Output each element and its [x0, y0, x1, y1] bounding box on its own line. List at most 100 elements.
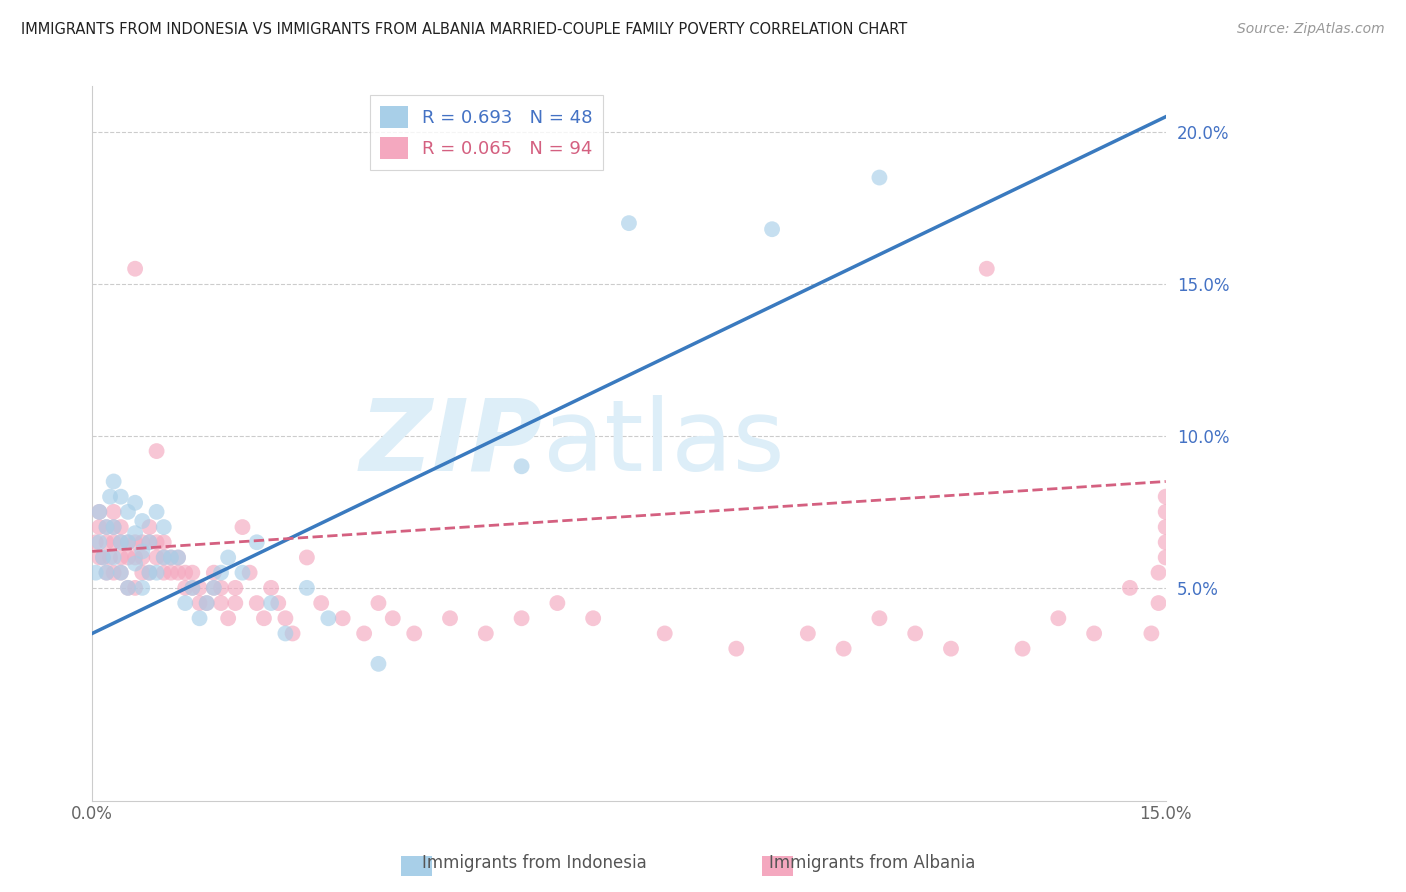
Point: [89, 535, 111, 549]
Point: [1147, 596, 1170, 610]
Point: [939, 641, 962, 656]
Point: [160, 550, 183, 565]
Point: [152, 566, 174, 580]
Point: [246, 535, 269, 549]
Point: [281, 626, 304, 640]
Point: [124, 550, 146, 565]
Point: [96, 566, 118, 580]
Point: [1154, 490, 1177, 504]
Point: [1154, 550, 1177, 565]
Point: [546, 596, 568, 610]
Point: [131, 550, 153, 565]
Text: Immigrants from Albania: Immigrants from Albania: [769, 855, 974, 872]
Point: [103, 520, 125, 534]
Point: [160, 566, 183, 580]
Point: [1083, 626, 1105, 640]
Point: [117, 505, 139, 519]
Point: [224, 596, 246, 610]
Point: [103, 475, 125, 489]
Point: [103, 535, 125, 549]
Point: [1154, 520, 1177, 534]
Point: [89, 505, 111, 519]
Point: [84, 566, 107, 580]
Point: [309, 596, 332, 610]
Point: [181, 581, 204, 595]
Point: [110, 535, 132, 549]
Point: [145, 444, 167, 458]
Point: [209, 566, 232, 580]
Point: [124, 535, 146, 549]
Text: Source: ZipAtlas.com: Source: ZipAtlas.com: [1237, 22, 1385, 37]
Point: [181, 581, 204, 595]
Point: [96, 520, 118, 534]
Point: [725, 641, 748, 656]
Point: [1047, 611, 1070, 625]
Point: [295, 550, 318, 565]
Text: IMMIGRANTS FROM INDONESIA VS IMMIGRANTS FROM ALBANIA MARRIED-COUPLE FAMILY POVER: IMMIGRANTS FROM INDONESIA VS IMMIGRANTS …: [21, 22, 907, 37]
Point: [260, 581, 283, 595]
Point: [510, 459, 533, 474]
Point: [110, 490, 132, 504]
Point: [195, 596, 218, 610]
Point: [439, 611, 461, 625]
Point: [152, 550, 174, 565]
Point: [332, 611, 354, 625]
Point: [117, 581, 139, 595]
Point: [253, 611, 276, 625]
Point: [188, 611, 211, 625]
Point: [152, 520, 174, 534]
Point: [103, 505, 125, 519]
Point: [224, 581, 246, 595]
Point: [131, 544, 153, 558]
Point: [582, 611, 605, 625]
Point: [167, 566, 190, 580]
Point: [181, 566, 204, 580]
Point: [96, 520, 118, 534]
Point: [1011, 641, 1033, 656]
Point: [239, 566, 262, 580]
Point: [110, 535, 132, 549]
Point: [260, 596, 283, 610]
Point: [124, 496, 146, 510]
Point: [1119, 581, 1142, 595]
Point: [174, 596, 197, 610]
Point: [103, 520, 125, 534]
Point: [110, 550, 132, 565]
Point: [174, 581, 197, 595]
Point: [124, 557, 146, 571]
Point: [145, 566, 167, 580]
Point: [231, 520, 253, 534]
Text: Immigrants from Indonesia: Immigrants from Indonesia: [422, 855, 647, 872]
Point: [117, 535, 139, 549]
Point: [145, 535, 167, 549]
Point: [654, 626, 676, 640]
Point: [246, 596, 269, 610]
Point: [138, 520, 160, 534]
Point: [217, 550, 239, 565]
Point: [138, 535, 160, 549]
Point: [209, 581, 232, 595]
Point: [174, 566, 197, 580]
Legend: R = 0.693   N = 48, R = 0.065   N = 94: R = 0.693 N = 48, R = 0.065 N = 94: [370, 95, 603, 170]
Point: [138, 566, 160, 580]
Point: [868, 170, 890, 185]
Point: [353, 626, 375, 640]
Point: [89, 520, 111, 534]
Point: [217, 611, 239, 625]
Point: [797, 626, 820, 640]
Point: [367, 657, 389, 671]
Point: [91, 550, 114, 565]
Point: [202, 581, 225, 595]
Point: [367, 596, 389, 610]
Point: [1154, 535, 1177, 549]
Point: [138, 566, 160, 580]
Point: [131, 566, 153, 580]
Point: [117, 550, 139, 565]
Point: [510, 611, 533, 625]
Point: [868, 611, 890, 625]
Point: [117, 581, 139, 595]
Point: [110, 566, 132, 580]
Point: [131, 535, 153, 549]
Point: [231, 566, 253, 580]
Point: [98, 550, 121, 565]
